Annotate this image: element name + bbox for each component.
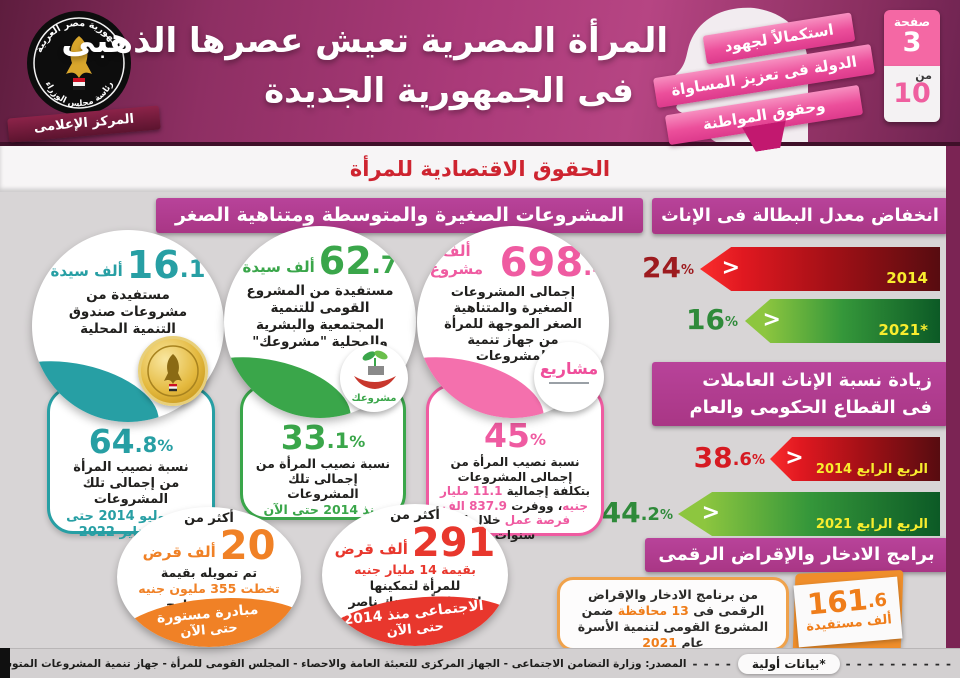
stat-green-percent-desc: نسبة نصيب المرأة من إجمالى تلك المشروعات (255, 456, 391, 501)
savings-badge: 161.6 ألف مستفيدة (792, 570, 904, 656)
savings-section-title: برامج الادخار والإقراض الرقمى (645, 538, 948, 572)
loan-red-value: 291 ألف قرض (334, 520, 496, 566)
chevron-left-icon (702, 501, 720, 526)
working-females-section-title: زيادة نسبة الإناث العاملات فى القطاع الح… (652, 362, 948, 426)
working-value-2014: 38.6% (693, 441, 765, 474)
preliminary-data-note: *بيانات أولية (737, 653, 840, 674)
subtitle-text: الحقوق الاقتصادية للمرأة (349, 157, 611, 181)
working-bar-2021: الربع الرابع 2021 (678, 492, 940, 536)
stat-green-percent: 33.1% (280, 418, 366, 457)
savings-description-box: من برنامج الادخار والإقراض الرقمى فى 13 … (557, 577, 789, 651)
mashrouak-logo-icon: مشروعك (340, 344, 408, 412)
stat-teal-percent: 64.8% (88, 422, 174, 461)
unemployment-value-2021: 16% (686, 303, 738, 336)
gold-emblem-icon (138, 336, 208, 406)
stat-green-desc: مستفيدة من المشروع القومى للتنمية المجتم… (246, 283, 394, 350)
loan-red-prefix: أكثر من (390, 508, 440, 523)
loan-red-line1: بقيمة 14 مليار جنيه (354, 562, 476, 577)
bar-year-label: 2014 (886, 269, 928, 287)
source-text: المصدر: وزارة التضامن الاجتماعى - الجهاز… (0, 657, 687, 670)
page-indicator: صفحة 3 من 10 (884, 10, 940, 122)
eagle-emblem-icon (66, 36, 92, 90)
loan-orange-prefix: أكثر من (184, 511, 234, 526)
mashrouak-logo-label: مشروعك (351, 393, 397, 404)
loan-orange-line2: تخطت 355 مليون جنيه (138, 581, 280, 596)
page-current: 3 (902, 27, 922, 58)
unemployment-bar-2014: 2014 (700, 247, 940, 291)
right-edge-strip (946, 146, 960, 658)
unemployment-value-2014: 24% (642, 251, 694, 284)
page-title-line2: فى الجمهورية الجديدة (264, 71, 634, 111)
savings-badge-card: 161.6 ألف مستفيدة (793, 576, 903, 648)
loan-orange-value: 20 ألف قرض (142, 523, 276, 569)
bar-year-label: *2021 (878, 321, 928, 339)
footer-corner-block (0, 648, 10, 678)
page-of-word: من (915, 69, 932, 82)
subtitle-bar: الحقوق الاقتصادية للمرأة (0, 146, 960, 192)
stat-teal-value: 16.1 ألف سيدة (50, 243, 206, 287)
mashareea-misr-logo-icon: مشاريع (534, 342, 604, 412)
logo-underline (549, 382, 589, 384)
bar-year-label: الربع الرابع 2014 (815, 462, 928, 477)
chevron-left-icon (785, 446, 803, 471)
green-swoosh-decoration (224, 343, 359, 418)
page-title: المرأة المصرية تعيش عصرها الذهبى فى الجم… (61, 16, 668, 116)
stat-pink-percent-desc: نسبة نصيب المرأة من إجمالى المشروعات بتك… (440, 455, 590, 542)
projects-section-title: المشروعات الصغيرة والمتوسطة ومتناهية الص… (156, 198, 643, 233)
ribbon-graphic: استكمالاً لجهود الدولة فى تعزيز المساواة… (648, 12, 882, 140)
loan-red-line2: للمرأة لتمكينها (369, 578, 461, 593)
stat-teal-percent-desc: نسبة نصيب المرأة من إجمالى تلك المشروعات (73, 460, 189, 507)
stat-pink-value: 698.4 ألف مشروع (429, 240, 609, 286)
chevron-left-icon (722, 256, 740, 281)
footer-source-bar: - - - - - - - - - - *بيانات أولية - - - … (0, 648, 960, 678)
stat-green-value: 62.7 ألف سيدة (242, 239, 398, 283)
bar-year-label: الربع الرابع 2021 (815, 517, 928, 532)
page-title-line1: المرأة المصرية تعيش عصرها الذهبى (61, 21, 668, 61)
working-value-2021: 44.2% (601, 496, 673, 529)
loan-orange-circle: أكثر من 20 ألف قرض تم تمويله بقيمة تخطت … (117, 507, 301, 647)
mashareea-logo-label: مشاريع (539, 359, 599, 378)
stat-teal-desc: مستفيدة من مشروعات صندوق التنمية المحلية (68, 287, 188, 337)
page-word: صفحة (893, 15, 931, 29)
government-logo: جمهورية مصر العربية رئاسة مجلس الوزراء (26, 10, 132, 116)
header: جمهورية مصر العربية رئاسة مجلس الوزراء ا… (0, 0, 960, 146)
loan-orange-line1: تم تمويله بقيمة (160, 565, 258, 580)
page-total: 10 (893, 78, 931, 109)
working-bar-2014: الربع الرابع 2014 (770, 437, 940, 481)
loan-red-circle: أكثر من 291 ألف قرض بقيمة 14 مليار جنيه … (322, 504, 508, 646)
stat-pink-percent: 45% (484, 416, 546, 455)
stat-pink-desc: إجمالى المشروعات الصغيرة والمتناهية الصغ… (444, 285, 582, 364)
chevron-left-icon (763, 308, 781, 333)
unemployment-section-title: انخفاض معدل البطالة فى الإناث (652, 198, 948, 234)
footer-dashes-short: - - - - (692, 656, 732, 671)
stat-green-period: منذ 2014 حتى الآن (263, 502, 383, 517)
unemployment-bar-2021: *2021 (745, 299, 940, 343)
footer-dashes-long: - - - - - - - - - - (845, 656, 952, 671)
